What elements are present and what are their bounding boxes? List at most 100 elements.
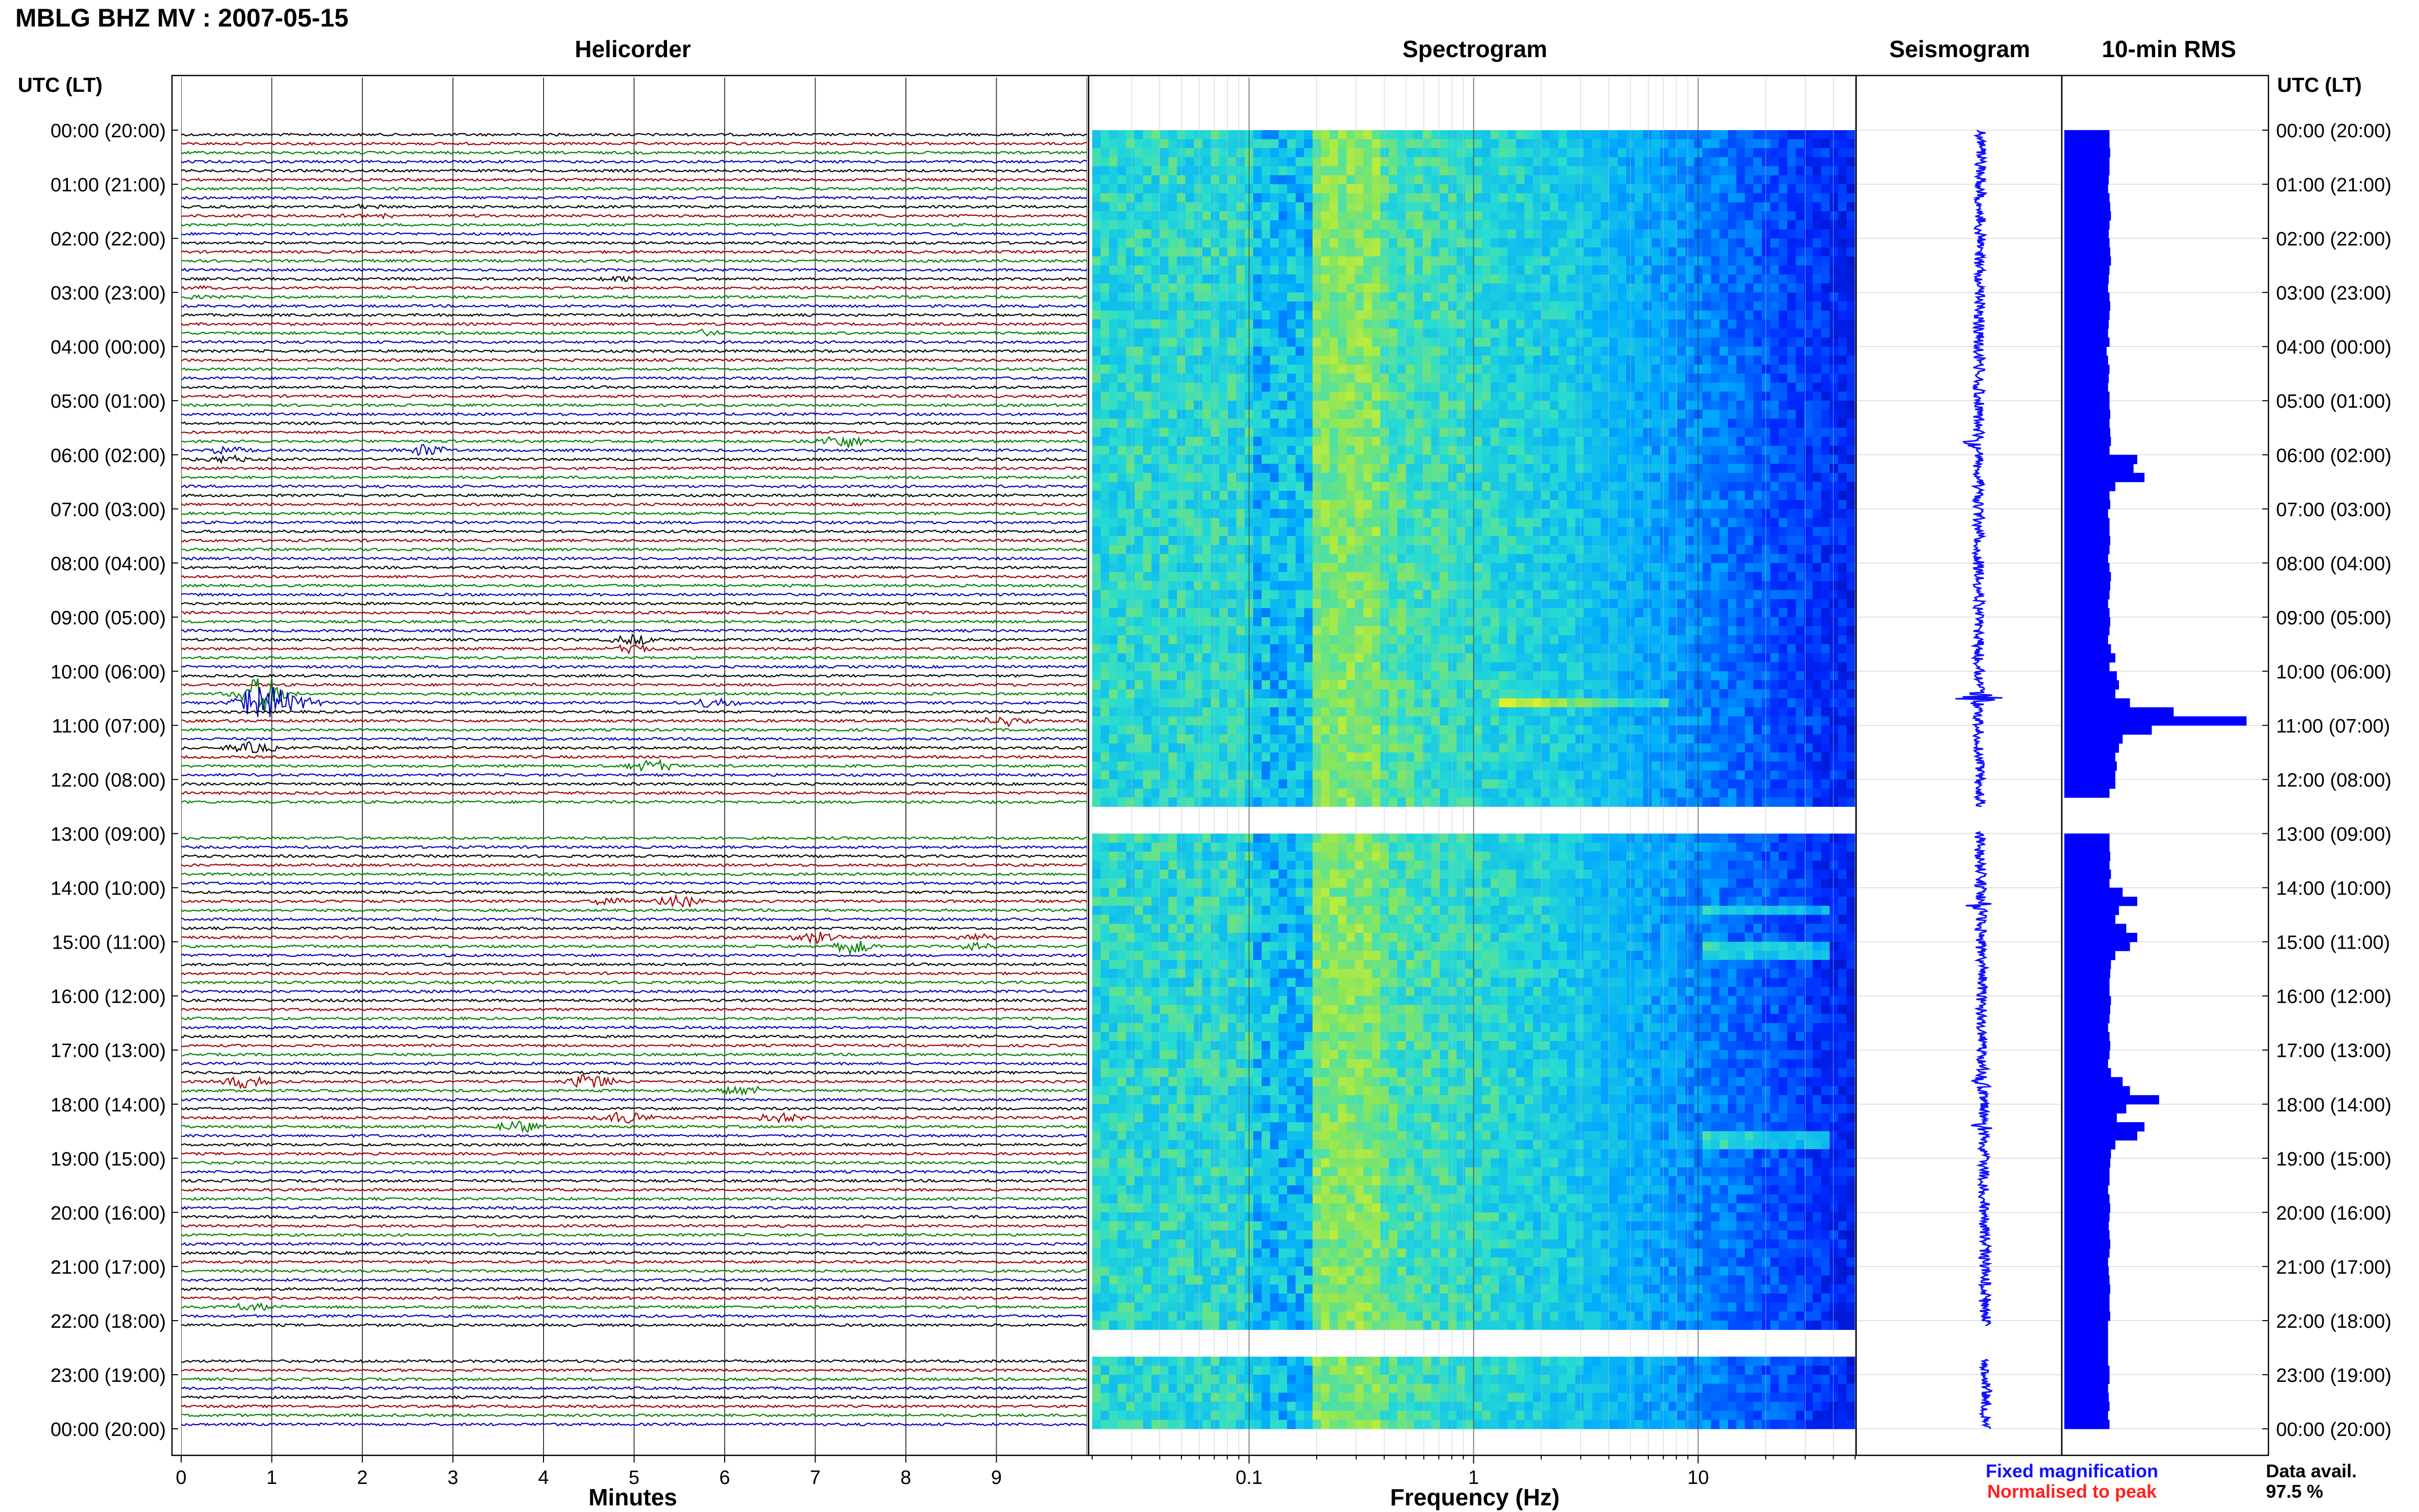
spectrogram-cell [1185,274,1194,284]
spectrogram-cell [1465,166,1474,176]
spectrogram-cell [1448,599,1457,609]
spectrogram-cell [1499,301,1508,311]
spectrogram-cell [1482,500,1491,509]
spectrogram-cell [1134,292,1144,302]
spectrogram-cell [1558,590,1567,600]
spectrogram-cell [1448,445,1457,455]
spectrogram-cell [1253,238,1262,248]
spectrogram-cell [1830,590,1839,600]
spectrogram-cell [1830,355,1839,365]
spectrogram-cell [1354,509,1364,518]
spectrogram-cell [1287,301,1296,311]
spectrogram-cell [1236,274,1245,284]
spectrogram-cell [1745,545,1754,555]
spectrogram-cell [1609,355,1618,365]
spectrogram-cell [1211,256,1220,266]
spectrogram-cell [1372,265,1381,275]
spectrogram-cell [1405,418,1415,428]
spectrogram-cell [1134,445,1144,455]
spectrogram-cell [1533,518,1542,528]
spectrogram-cell [1185,401,1194,410]
spectrogram-cell [1550,572,1559,582]
spectrogram-cell [1202,545,1212,555]
spectrogram-cell [1685,401,1694,410]
spectrogram-cell [1660,301,1669,311]
spectrogram-cell [1422,319,1431,329]
spectrogram-cell [1677,256,1686,266]
spectrogram-cell [1151,428,1161,437]
spectrogram-cell [1558,292,1567,302]
spectrogram-cell [1227,292,1237,302]
spectrogram-cell [1422,175,1431,185]
spectrogram-cell [1533,554,1542,563]
spectrogram-cell [1295,445,1304,455]
spectrogram-cell [1838,374,1847,383]
spectrogram-cell [1490,355,1499,365]
spectrogram-cell [1372,436,1381,447]
spectrogram-cell [1151,490,1161,501]
spectrogram-cell [1202,590,1212,600]
spectrogram-cell [1389,310,1398,320]
spectrogram-cell [1804,166,1813,176]
spectrogram-cell [1592,428,1601,437]
spectrogram-cell [1499,139,1508,148]
spectrogram-cell [1516,256,1525,266]
spectrogram-cell [1592,283,1601,293]
spectrogram-cell [1143,364,1152,374]
spectrogram-cell [1490,463,1499,474]
spectrogram-cell [1804,193,1813,203]
spectrogram-cell [1262,211,1271,221]
spectrogram-cell [1550,418,1559,428]
spectrogram-cell [1457,401,1466,410]
spectrogram-cell [1389,445,1398,455]
helicorder-trace [181,845,1087,850]
spectrogram-cell [1363,274,1372,284]
spectrogram-cell [1304,265,1313,275]
spectrogram-cell [1482,391,1491,401]
spectrogram-cell [1100,166,1109,176]
spectrogram-cell [1736,148,1745,158]
spectrogram-cell [1490,374,1499,383]
spectrogram-cell [1304,211,1313,221]
spectrogram-cell [1185,374,1194,383]
spectrogram-cell [1346,527,1355,536]
spectrogram-cell [1109,418,1118,428]
spectrogram-cell [1779,581,1788,590]
helicorder-trace [181,443,1087,456]
spectrogram-cell [1100,455,1109,464]
spectrogram-cell [1321,473,1330,482]
spectrogram-cell [1372,319,1381,329]
spectrogram-cell [1194,500,1203,509]
spectrogram-cell [1736,536,1745,546]
spectrogram-cell [1295,482,1304,491]
spectrogram-cell [1770,175,1780,185]
spectrogram-cell [1617,175,1627,185]
spectrogram-cell [1685,463,1694,474]
spectrogram-cell [1558,193,1567,203]
spectrogram-cell [1440,139,1449,148]
spectrogram-cell [1584,509,1593,518]
spectrogram-cell [1329,130,1339,140]
spectrogram-cell [1143,328,1152,338]
spectrogram-cell [1804,401,1813,410]
spectrogram-cell [1329,328,1339,338]
spectrogram-cell [1635,428,1644,437]
spectrogram-cell [1422,374,1431,383]
spectrogram-cell [1109,292,1118,302]
spectrogram-cell [1812,455,1822,464]
spectrogram-cell [1482,157,1491,167]
spectrogram-cell [1159,527,1169,536]
spectrogram-cell [1753,545,1762,555]
spectrogram-cell [1567,382,1576,392]
spectrogram-cell [1465,157,1474,167]
spectrogram-cell [1600,509,1610,518]
spectrogram-cell [1329,265,1339,275]
spectrogram-cell [1507,599,1517,609]
spectrogram-cell [1329,391,1339,401]
spectrogram-cell [1295,238,1304,248]
spectrogram-cell [1499,211,1508,221]
spectrogram-cell [1278,283,1288,293]
spectrogram-cell [1779,274,1788,284]
spectrogram-cell [1745,175,1754,185]
spectrogram-cell [1185,139,1194,148]
